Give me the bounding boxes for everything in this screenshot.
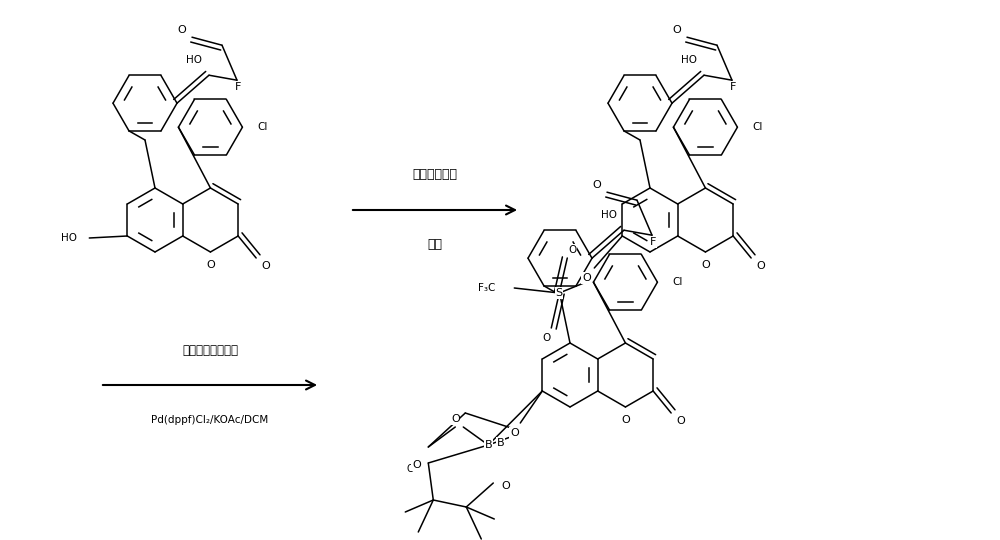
Text: O: O (701, 260, 710, 270)
Text: O: O (542, 333, 550, 343)
Text: F₃C: F₃C (478, 283, 495, 293)
Text: S: S (556, 288, 563, 298)
Text: O: O (501, 481, 510, 491)
Text: O: O (621, 415, 630, 425)
Text: O: O (206, 260, 215, 270)
Text: O: O (568, 245, 576, 255)
Text: O: O (412, 460, 421, 470)
Text: O: O (677, 416, 686, 426)
Text: O: O (262, 261, 271, 271)
Text: Cl: Cl (672, 277, 683, 287)
Text: F: F (235, 83, 242, 92)
Text: B: B (496, 438, 504, 448)
Text: O: O (757, 261, 766, 271)
Text: 双联频哪醇基二硼: 双联频哪醇基二硼 (182, 343, 238, 356)
Text: HO: HO (186, 55, 202, 65)
Text: HO: HO (681, 55, 697, 65)
Text: O: O (582, 273, 591, 283)
Text: Pd(dppf)Cl₂/KOAc/DCM: Pd(dppf)Cl₂/KOAc/DCM (151, 415, 269, 425)
Text: 三氟甲磺酸酐: 三氟甲磺酸酐 (412, 168, 457, 181)
Text: O: O (510, 428, 519, 438)
Text: O: O (673, 25, 681, 35)
Text: 吡啶: 吡啶 (427, 239, 442, 252)
Text: Cl: Cl (257, 122, 268, 132)
Text: O: O (593, 180, 601, 190)
Text: F: F (650, 238, 657, 247)
Text: O: O (178, 25, 186, 35)
Text: B: B (484, 440, 492, 450)
Text: Cl: Cl (752, 122, 763, 132)
Text: HO: HO (61, 233, 77, 243)
Text: HO: HO (601, 210, 617, 220)
Text: O: O (451, 414, 460, 424)
Text: F: F (730, 83, 737, 92)
Text: O: O (406, 464, 414, 474)
